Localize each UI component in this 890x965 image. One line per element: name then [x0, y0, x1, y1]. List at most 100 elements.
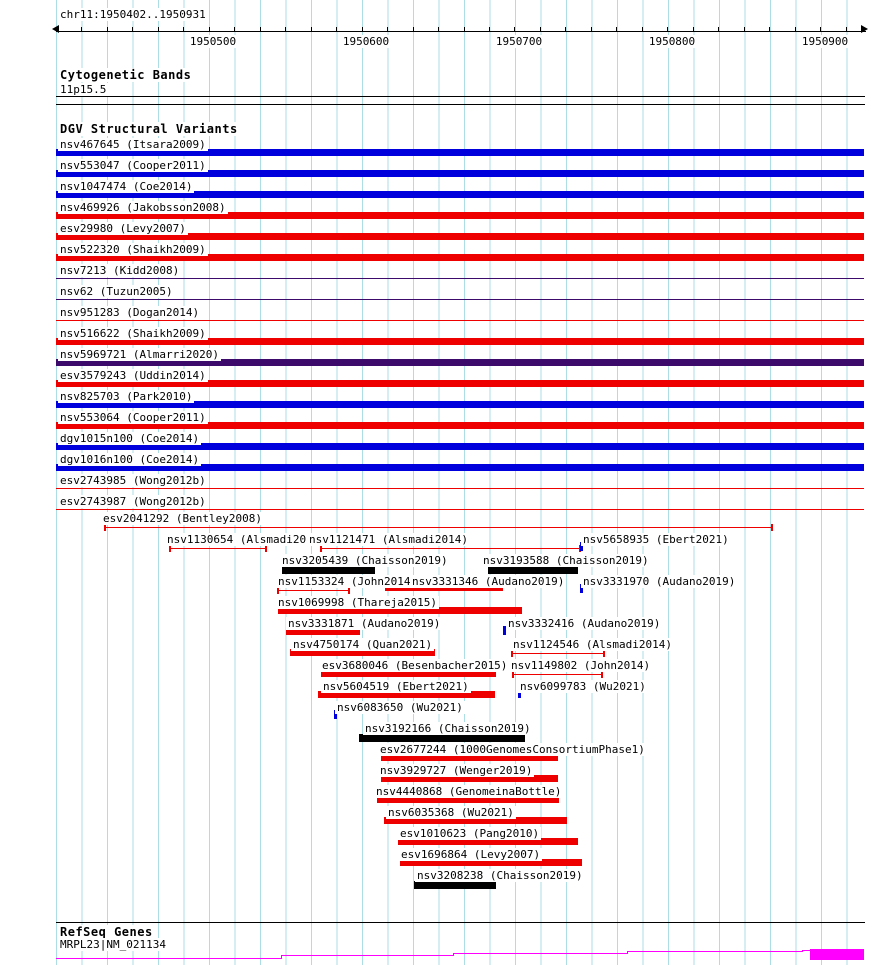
dgv-variant-label[interactable]: nsv3192166 (Chaisson2019)	[363, 722, 533, 735]
dgv-variant-label[interactable]: nsv3331970 (Audano2019)	[581, 575, 738, 588]
ruler-tick-label: 1950900	[800, 35, 850, 48]
divider-cytoband-top	[56, 96, 865, 97]
gene-intron-line	[802, 950, 810, 951]
dgv-variant-label[interactable]: nsv6099783 (Wu2021)	[518, 680, 648, 693]
dgv-variant-label[interactable]: nsv4750174 (Quan2021)	[291, 638, 435, 651]
dgv-variant-bar[interactable]	[277, 590, 350, 591]
dgv-variant-label[interactable]: nsv1047474 (Coe2014)	[58, 180, 195, 193]
dgv-variant-bar[interactable]	[414, 881, 496, 889]
ruler-tick	[463, 27, 465, 32]
ruler-tick	[488, 27, 490, 32]
gene-intron-line	[56, 958, 281, 959]
ruler-tick	[285, 27, 287, 32]
dgv-variant-label[interactable]: nsv1149802 (John2014)	[509, 659, 653, 672]
ruler-tick	[310, 27, 312, 32]
dgv-variant-label[interactable]: nsv6083650 (Wu2021)	[335, 701, 465, 714]
ruler-tick	[820, 27, 822, 32]
dgv-variant-end-cap	[277, 587, 279, 594]
dgv-variant-end-cap	[511, 650, 513, 657]
dgv-variant-label[interactable]: nsv1130654 (Alsmadi2014)	[165, 533, 328, 546]
gene-exon-block[interactable]	[810, 949, 864, 960]
dgv-variant-label[interactable]: dgv1016n100 (Coe2014)	[58, 453, 202, 466]
dgv-variant-label[interactable]: nsv62 (Tuzun2005)	[58, 285, 175, 298]
dgv-variant-bar[interactable]	[104, 527, 773, 528]
dgv-variant-label[interactable]: nsv5969721 (Almarri2020)	[58, 348, 221, 361]
ruler-tick	[743, 27, 745, 32]
ruler-tick	[667, 27, 669, 32]
dgv-variant-label[interactable]: nsv3331346 (Audano2019)	[410, 575, 567, 588]
ruler-tick	[794, 27, 796, 32]
ruler-tick	[361, 27, 363, 32]
dgv-variant-label[interactable]: dgv1015n100 (Coe2014)	[58, 432, 202, 445]
dgv-variant-label[interactable]: esv2677244 (1000GenomesConsortiumPhase1)	[378, 743, 647, 756]
dgv-variant-bar[interactable]	[56, 299, 864, 300]
dgv-variant-label[interactable]: nsv1121471 (Alsmadi2014)	[307, 533, 470, 546]
dgv-variant-label[interactable]: nsv4440868 (GenomeinaBottle)	[374, 785, 564, 798]
dgv-variant-label[interactable]: nsv3208238 (Chaisson2019)	[415, 869, 585, 882]
gene-intron-line	[281, 955, 453, 956]
dgv-variant-label[interactable]: esv1010623 (Pang2010)	[398, 827, 542, 840]
divider-cytoband-bottom	[56, 104, 865, 105]
dgv-variant-end-cap	[265, 545, 267, 552]
ruler-tick-label: 1950700	[494, 35, 544, 48]
ruler-tick	[259, 27, 261, 32]
dgv-variant-bar[interactable]	[282, 566, 375, 574]
ruler-tick	[692, 27, 694, 32]
ruler-tick	[565, 27, 567, 32]
dgv-variant-label[interactable]: nsv7213 (Kidd2008)	[58, 264, 182, 277]
dgv-variant-label[interactable]: nsv3929727 (Wenger2019)	[378, 764, 535, 777]
dgv-variant-label[interactable]: nsv3205439 (Chaisson2019)	[280, 554, 450, 567]
section-title-cytogenetic-bands: Cytogenetic Bands	[58, 68, 194, 82]
dgv-variant-label[interactable]: nsv3331871 (Audano2019)	[286, 617, 443, 630]
dgv-variant-bar[interactable]	[511, 653, 605, 654]
dgv-variant-bar[interactable]	[169, 548, 267, 549]
dgv-variant-end-cap	[512, 671, 514, 678]
ruler-tick	[183, 27, 185, 32]
dgv-variant-label[interactable]: nsv1069998 (Thareja2015)	[276, 596, 439, 609]
ruler-tick	[234, 27, 236, 32]
section-title-dgv: DGV Structural Variants	[58, 122, 240, 136]
dgv-variant-label[interactable]: nsv951283 (Dogan2014)	[58, 306, 202, 319]
dgv-variant-end-cap	[603, 650, 605, 657]
dgv-variant-label[interactable]: esv2743985 (Wong2012b)	[58, 474, 208, 487]
cytoband-label: 11p15.5	[58, 83, 109, 96]
dgv-variant-label[interactable]: nsv553047 (Cooper2011)	[58, 159, 208, 172]
ruler-tick	[157, 27, 159, 32]
dgv-variant-label[interactable]: nsv516622 (Shaikh2009)	[58, 327, 208, 340]
dgv-variant-label[interactable]: nsv469926 (Jakobsson2008)	[58, 201, 228, 214]
dgv-variant-bar[interactable]	[512, 674, 603, 675]
ruler-tick	[590, 27, 592, 32]
ruler-tick	[616, 27, 618, 32]
dgv-variant-label[interactable]: esv2041292 (Bentley2008)	[101, 512, 264, 525]
dgv-variant-bar[interactable]	[488, 566, 578, 574]
dgv-variant-label[interactable]: esv29980 (Levy2007)	[58, 222, 188, 235]
dgv-variant-label[interactable]: nsv825703 (Park2010)	[58, 390, 195, 403]
dgv-variant-end-cap	[771, 524, 773, 531]
dgv-variant-label[interactable]: esv1696864 (Levy2007)	[399, 848, 543, 861]
dgv-variant-label[interactable]: nsv3193588 (Chaisson2019)	[481, 554, 651, 567]
dgv-variant-label[interactable]: esv3579243 (Uddin2014)	[58, 369, 208, 382]
dgv-variant-label[interactable]: nsv553064 (Cooper2011)	[58, 411, 208, 424]
dgv-variant-label[interactable]: nsv1124546 (Alsmadi2014)	[511, 638, 674, 651]
dgv-variant-label[interactable]: nsv1153324 (John2014)	[276, 575, 420, 588]
ruler-tick	[718, 27, 720, 32]
ruler-tick	[208, 27, 210, 32]
dgv-variant-label[interactable]: nsv5604519 (Ebert2021)	[321, 680, 471, 693]
dgv-variant-bar[interactable]	[56, 320, 864, 321]
dgv-variant-label[interactable]: nsv3332416 (Audano2019)	[506, 617, 663, 630]
dgv-variant-label[interactable]: nsv522320 (Shaikh2009)	[58, 243, 208, 256]
dgv-variant-label[interactable]: nsv5658935 (Ebert2021)	[581, 533, 731, 546]
dgv-variant-label[interactable]: esv2743987 (Wong2012b)	[58, 495, 208, 508]
dgv-variant-bar[interactable]	[359, 734, 525, 742]
dgv-variant-bar[interactable]	[56, 509, 864, 510]
dgv-variant-bar[interactable]	[56, 278, 864, 279]
dgv-variant-end-cap	[320, 545, 322, 552]
gene-intron-line	[627, 951, 802, 952]
dgv-variant-label[interactable]: nsv6035368 (Wu2021)	[386, 806, 516, 819]
dgv-variant-bar[interactable]	[320, 548, 581, 549]
dgv-variant-label[interactable]: esv3680046 (Besenbacher2015)	[320, 659, 510, 672]
dgv-variant-end-cap	[104, 524, 106, 531]
dgv-variant-bar[interactable]	[56, 488, 864, 489]
divider-refseq-top	[56, 922, 865, 923]
dgv-variant-label[interactable]: nsv467645 (Itsara2009)	[58, 138, 208, 151]
